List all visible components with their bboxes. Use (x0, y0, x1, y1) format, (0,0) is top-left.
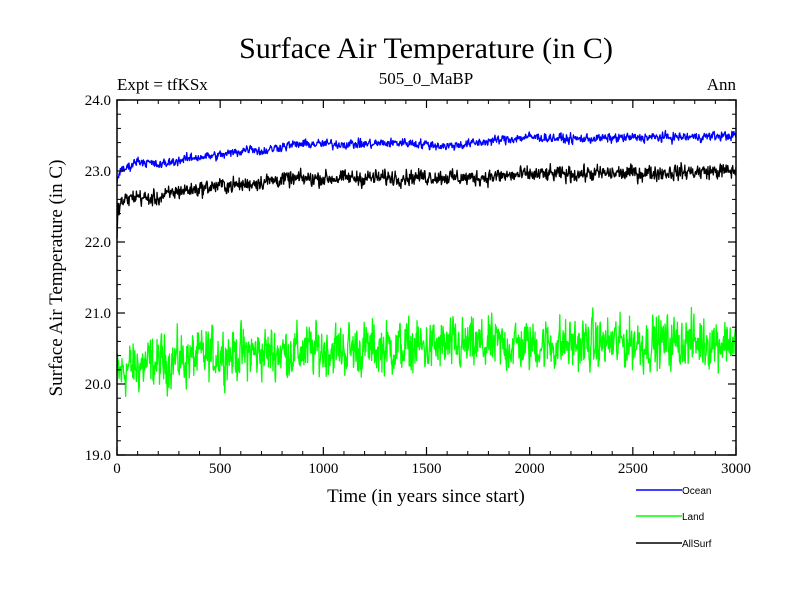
legend-label-ocean: Ocean (682, 486, 711, 497)
x-tick-label: 1000 (308, 461, 338, 477)
y-tick-label: 21.0 (85, 306, 111, 322)
series-line-allsurf (116, 162, 737, 239)
y-tick-label: 20.0 (85, 377, 111, 393)
period-label: Ann (707, 75, 737, 94)
x-tick-label: 1500 (412, 461, 442, 477)
legend-label-land: Land (682, 512, 704, 523)
series-line-land (116, 306, 737, 398)
x-tick-label: 500 (209, 461, 232, 477)
y-axis: 19.0 20.0 21.0 22.0 23.0 24.0 (85, 93, 736, 464)
x-tick-label: 2000 (515, 461, 545, 477)
plot-lines (116, 129, 737, 398)
y-axis-title: Surface Air Temperature (in C) (46, 160, 67, 397)
x-axis-title: Time (in years since start) (327, 486, 525, 507)
x-tick-label: 3000 (721, 461, 751, 477)
y-tick-label: 24.0 (85, 93, 111, 109)
y-tick-label: 19.0 (85, 448, 111, 464)
x-axis: 0 500 1000 1500 2000 2500 3000 (113, 100, 751, 477)
x-tick-label: 2500 (618, 461, 648, 477)
series-line-ocean (116, 129, 737, 184)
y-tick-label: 22.0 (85, 235, 111, 251)
chart-subtitle: 505_0_MaBP (379, 69, 473, 88)
y-tick-label: 23.0 (85, 164, 111, 180)
x-tick-label: 0 (113, 461, 121, 477)
chart-title: Surface Air Temperature (in C) (239, 32, 613, 65)
legend: Ocean Land AllSurf (636, 486, 712, 550)
legend-label-allsurf: AllSurf (682, 539, 712, 550)
plot-frame (116, 99, 737, 456)
experiment-label: Expt = tfKSx (117, 75, 208, 94)
